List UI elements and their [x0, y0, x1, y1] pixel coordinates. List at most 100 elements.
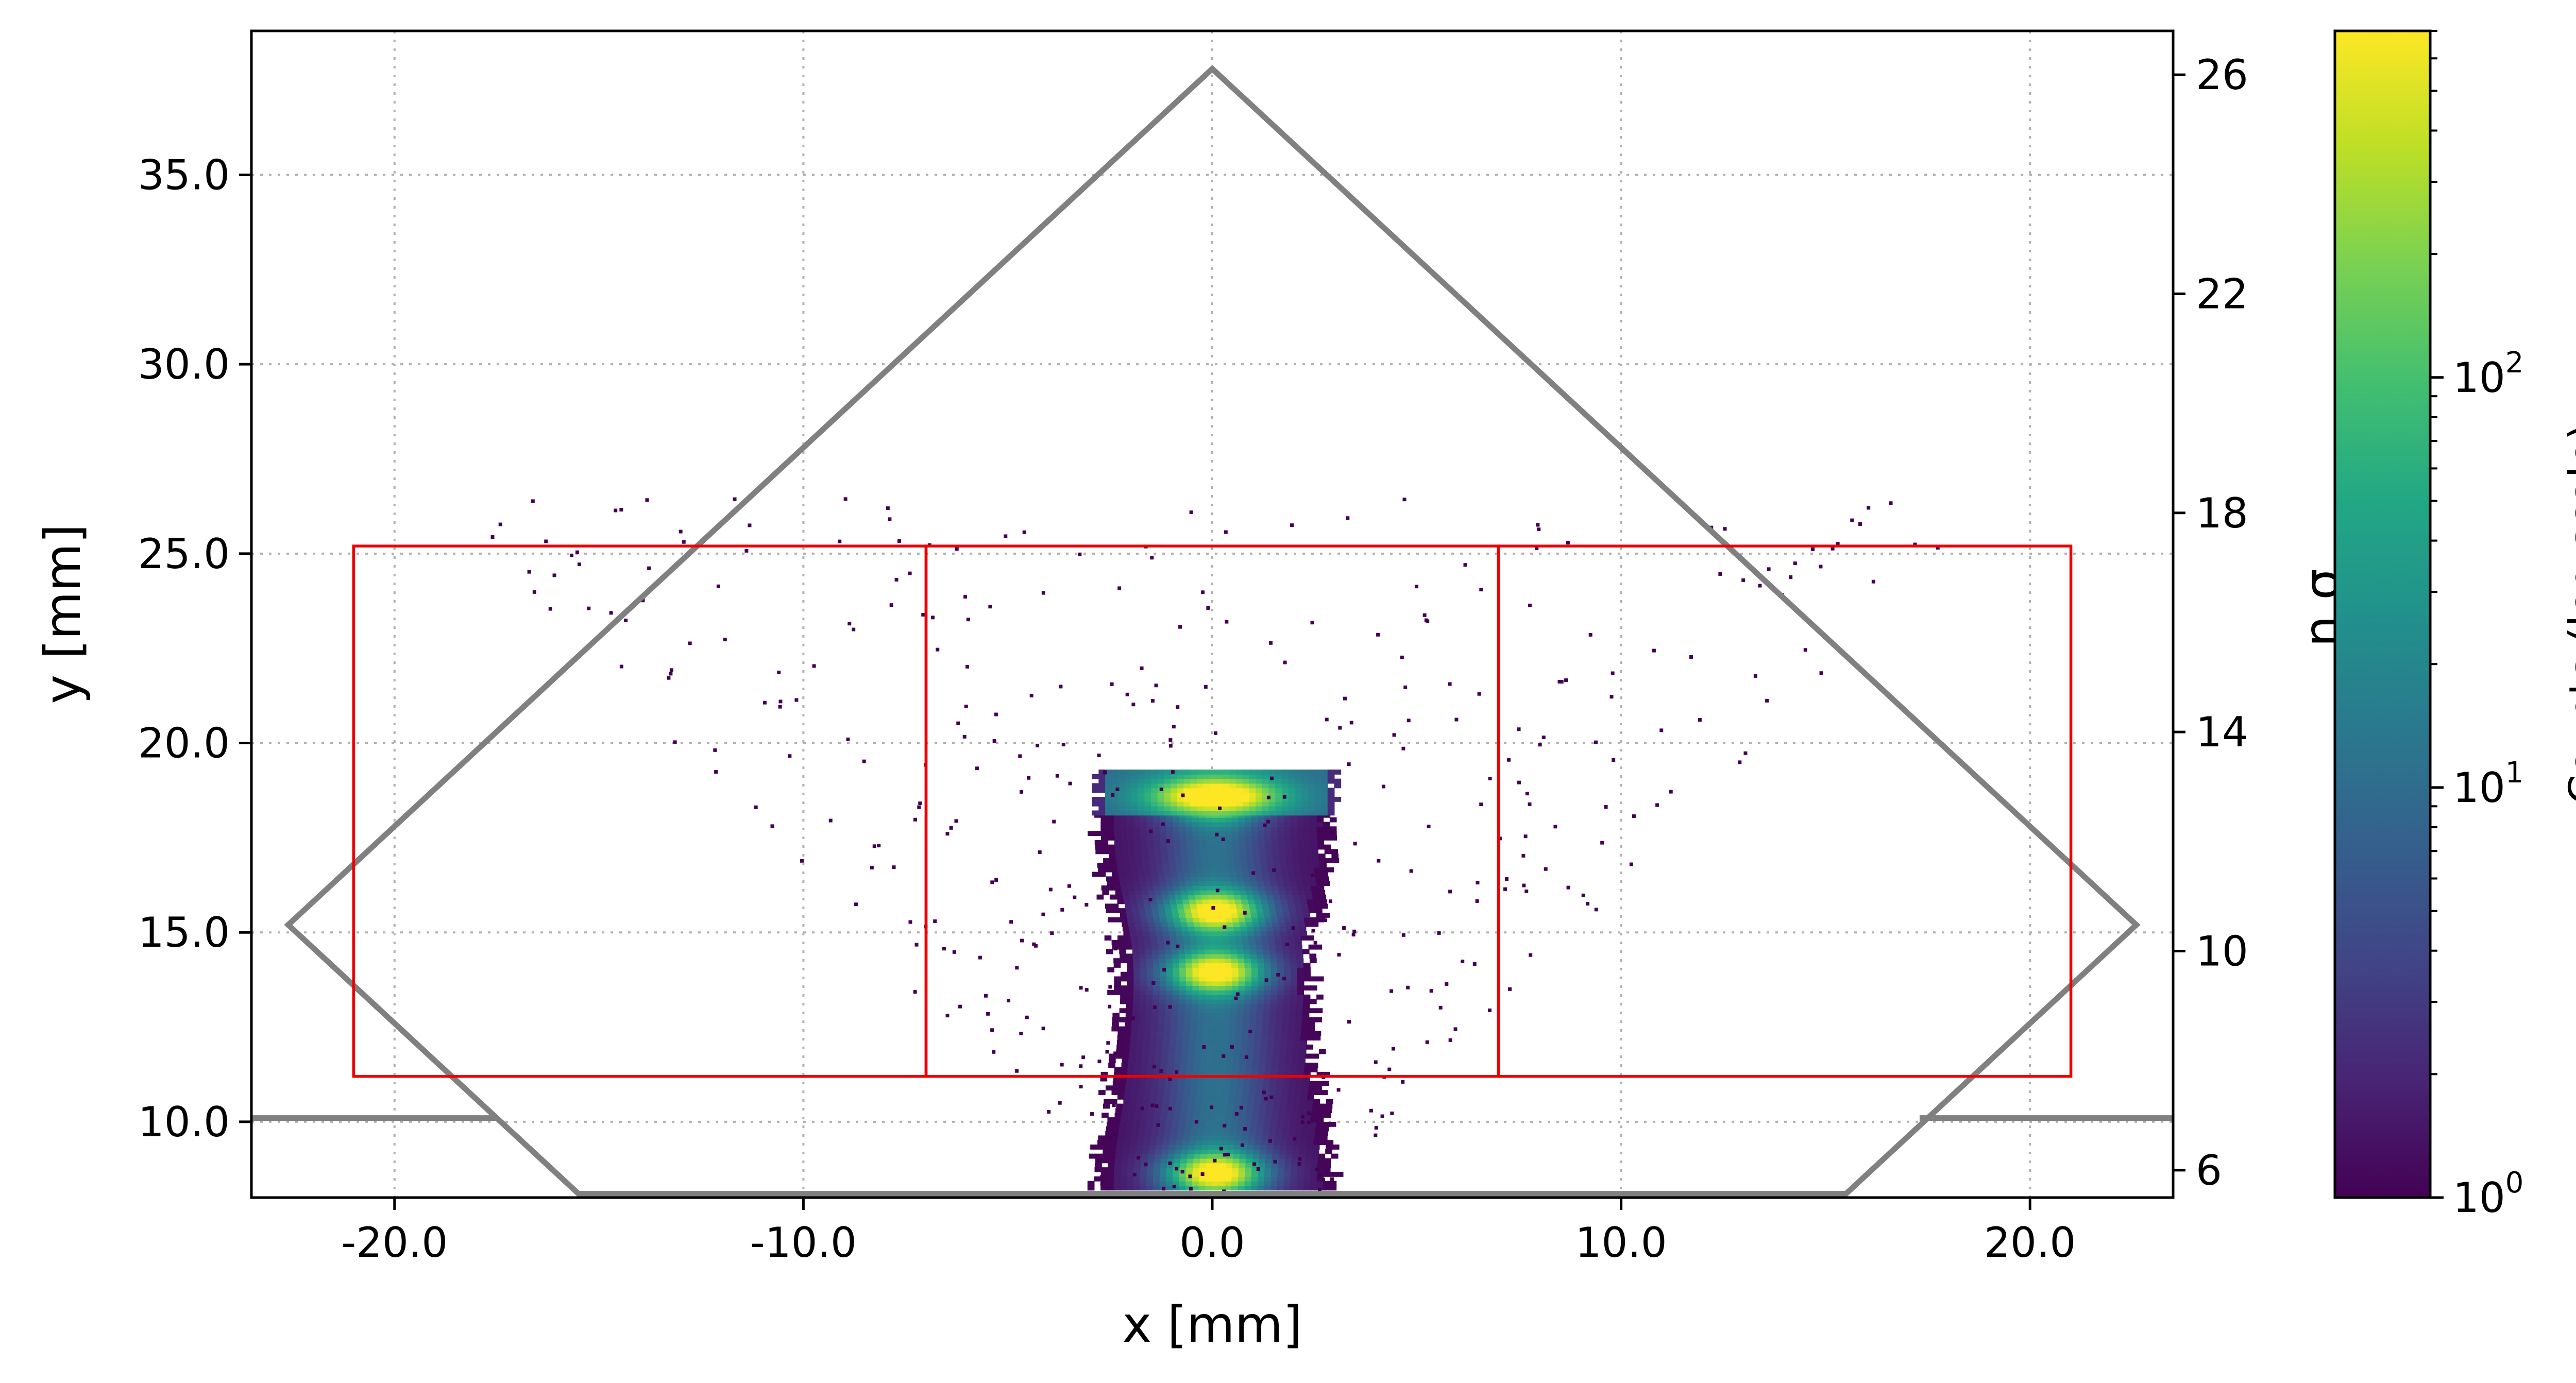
heatmap-cell	[1326, 1099, 1333, 1104]
heatmap-cell	[1120, 990, 1128, 995]
heatmap-cell	[1160, 981, 1167, 986]
heatmap-cell	[1302, 1003, 1310, 1009]
heatmap-cell	[1171, 774, 1178, 779]
heatmap-cell	[1429, 989, 1433, 993]
heatmap-cell	[1126, 1121, 1133, 1127]
heatmap-cell	[1135, 1149, 1143, 1154]
heatmap-cell	[1224, 1013, 1231, 1018]
heatmap-cell	[1167, 844, 1174, 850]
heatmap-cell	[1140, 666, 1144, 670]
heatmap-cell	[1190, 788, 1197, 793]
heatmap-cell	[1153, 967, 1160, 972]
heatmap-cell	[1277, 817, 1285, 823]
heatmap-cell	[1313, 1035, 1321, 1041]
heatmap-cell	[1290, 831, 1298, 836]
heatmap-cell	[1179, 999, 1186, 1004]
heatmap-cell	[1221, 894, 1228, 900]
heatmap-cell	[1507, 758, 1511, 762]
heatmap-cell	[1172, 1076, 1179, 1082]
heatmap-cell	[1134, 917, 1141, 923]
heatmap-cell	[1189, 862, 1196, 868]
heatmap-cell	[1251, 963, 1259, 968]
heatmap-cell	[1201, 931, 1209, 936]
heatmap-cell	[1185, 953, 1192, 959]
heatmap-cell	[1262, 1090, 1266, 1095]
heatmap-cell	[1291, 926, 1295, 930]
heatmap-cell	[1307, 1031, 1315, 1036]
heatmap-cell	[1330, 831, 1334, 835]
heatmap-cell	[1278, 1067, 1285, 1072]
heatmap-cell	[1244, 1181, 1252, 1186]
heatmap-cell	[1138, 801, 1145, 807]
heatmap-cell	[1153, 1176, 1160, 1182]
heatmap-cell	[1302, 876, 1310, 882]
heatmap-cell	[1133, 971, 1141, 977]
heatmap-cell	[1140, 967, 1147, 972]
heatmap-cell	[1081, 1055, 1086, 1060]
heatmap-cell	[1272, 1153, 1280, 1159]
heatmap-cell	[1171, 783, 1178, 789]
heatmap-cell	[1166, 1067, 1174, 1072]
heatmap-cell	[1206, 885, 1213, 891]
heatmap-cell	[1188, 853, 1195, 859]
heatmap-cell	[1163, 1035, 1171, 1041]
heatmap-cell	[1173, 817, 1180, 823]
heatmap-cell	[1256, 774, 1263, 779]
heatmap-cell	[1147, 1158, 1155, 1164]
heatmap-cell	[1236, 806, 1243, 811]
heatmap-cell	[1198, 958, 1206, 964]
heatmap-cell	[1137, 867, 1144, 873]
y2-tick-label: 26	[2196, 51, 2248, 99]
heatmap-cell	[1111, 792, 1119, 797]
heatmap-cell	[1128, 890, 1136, 895]
heatmap-cell	[1229, 770, 1237, 775]
heatmap-cell	[1265, 1158, 1273, 1164]
heatmap-cell	[1295, 801, 1302, 807]
heatmap-cell	[1125, 1021, 1132, 1027]
heatmap-cell	[1249, 788, 1257, 793]
heatmap-cell	[1303, 1117, 1311, 1122]
heatmap-cell	[1147, 1163, 1155, 1168]
heatmap-cell	[1288, 774, 1296, 779]
heatmap-cell	[1265, 1058, 1273, 1064]
heatmap-cell	[1185, 1176, 1193, 1182]
heatmap-cell	[1304, 849, 1312, 855]
heatmap-cell	[1307, 862, 1314, 868]
heatmap-cell	[1290, 958, 1297, 964]
heatmap-cell	[1133, 981, 1141, 986]
heatmap-cell	[1189, 1187, 1193, 1191]
heatmap-cell	[1192, 971, 1200, 977]
heatmap-cell	[1292, 1053, 1300, 1059]
heatmap-cell	[1209, 1094, 1216, 1100]
heatmap-cell	[964, 704, 968, 708]
heatmap-cell	[777, 670, 781, 674]
heatmap-cell	[1281, 940, 1289, 945]
heatmap-cell	[1611, 671, 1615, 675]
heatmap-cell	[1132, 953, 1140, 959]
heatmap-cell	[1276, 1008, 1284, 1014]
heatmap-cell	[1243, 1126, 1251, 1132]
heatmap-cell	[1248, 1030, 1252, 1034]
heatmap-cell	[1245, 1171, 1252, 1177]
heatmap-cell	[1301, 1131, 1309, 1136]
heatmap-cell	[1225, 840, 1233, 845]
heatmap-cell	[1157, 783, 1165, 789]
heatmap-cell	[1185, 822, 1193, 827]
heatmap-cell	[1102, 1153, 1110, 1159]
heatmap-cell	[1235, 940, 1243, 945]
heatmap-cell	[1181, 853, 1189, 859]
heatmap-cell	[918, 801, 922, 806]
heatmap-cell	[1160, 835, 1167, 841]
heatmap-cell	[1264, 835, 1272, 841]
heatmap-cell	[1255, 1135, 1262, 1141]
heatmap-cell	[1286, 894, 1294, 900]
heatmap-cell	[1206, 1113, 1214, 1118]
heatmap-cell	[1192, 985, 1200, 991]
colorbar-tick-label: 102	[2453, 346, 2523, 402]
heatmap-cell	[1127, 990, 1134, 995]
heatmap-cell	[1207, 1053, 1215, 1059]
heatmap-cell	[1225, 967, 1232, 972]
heatmap-cell	[1221, 1044, 1229, 1050]
heatmap-cell	[1164, 1131, 1172, 1136]
heatmap-cell	[1148, 898, 1153, 902]
